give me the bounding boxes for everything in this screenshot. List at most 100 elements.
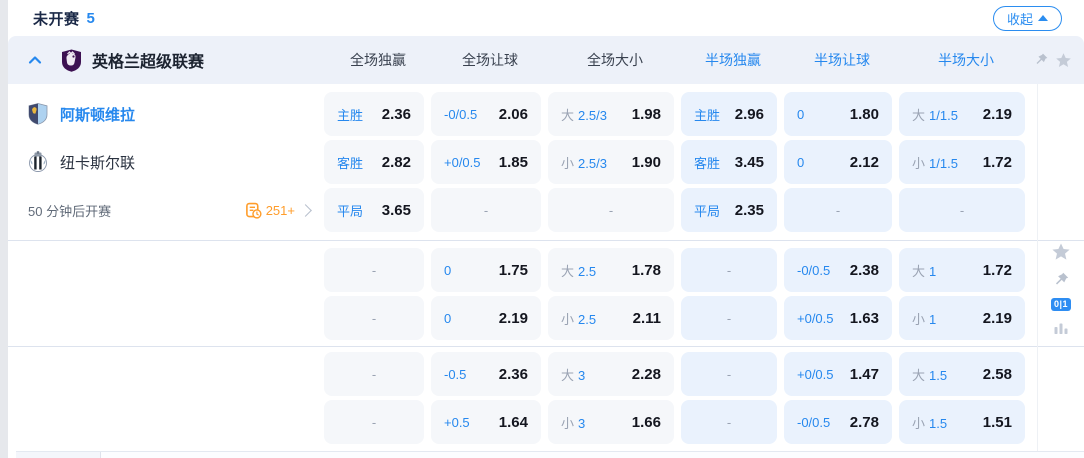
odds-cell[interactable]: +0/0.5 1.85	[431, 140, 541, 184]
collapse-button[interactable]: 收起	[992, 5, 1062, 31]
group-divider	[8, 346, 1084, 347]
odds-cell[interactable]: +0.5 1.64	[431, 400, 541, 444]
next-section-preview	[16, 451, 1084, 458]
odds-cell[interactable]: 0 2.19	[431, 296, 541, 340]
odds-cell-empty[interactable]: -	[784, 188, 892, 232]
odds-cell[interactable]: 小 2.5/3 1.90	[548, 140, 674, 184]
away-team-row: 纽卡斯尔联 客胜 2.82 +0/0.5 1.85 小 2.5/3 1.90 客胜 3.45 0 2…	[8, 140, 1084, 184]
market-column-headers: 全场独赢 全场让球 全场大小 半场独赢 半场让球 半场大小	[328, 50, 1029, 70]
odds-cell-empty[interactable]: -	[548, 188, 674, 232]
odds-cell-empty[interactable]: -	[324, 352, 424, 396]
score-badge[interactable]: 0|1	[1050, 298, 1072, 311]
triangle-up-icon	[1038, 15, 1048, 21]
pin-match-icon[interactable]	[1052, 271, 1070, 289]
column-header-fulltime-handicap[interactable]: 全场让球	[462, 52, 518, 68]
draw-row: 50 分钟后开赛 251+ 平局 3.65- - 平局 2.35- -	[8, 188, 1084, 232]
odds-cell-empty[interactable]: -	[324, 248, 424, 292]
markets-list-clock-icon	[245, 202, 262, 219]
odds-cell[interactable]: 主胜 2.96	[681, 92, 777, 136]
odds-row: - +0.5 1.64 小 3 1.66- -0/0.5 2.78 小 1.5 1.51	[8, 400, 1084, 444]
favorite-star-icon[interactable]	[1051, 242, 1071, 262]
odds-cell[interactable]: 大 3 2.28	[548, 352, 674, 396]
odds-cell[interactable]: 大 2.5/3 1.98	[548, 92, 674, 136]
section-topbar: 未开赛 5 收起	[8, 0, 1084, 36]
league-name: 英格兰超级联赛	[92, 54, 205, 71]
odds-cells: - +0.5 1.64 小 3 1.66- -0/0.5 2.78 小 1.5 1.51	[324, 400, 1025, 444]
column-header-fulltime-1x2[interactable]: 全场独赢	[350, 52, 406, 68]
odds-cell[interactable]: 平局 2.35	[681, 188, 777, 232]
odds-cell-empty[interactable]: -	[324, 400, 424, 444]
odds-cell[interactable]: -0.5 2.36	[431, 352, 541, 396]
more-markets-link[interactable]: 251+	[245, 202, 312, 219]
odds-cell[interactable]: 客胜 2.82	[324, 140, 424, 184]
page-left-edge	[0, 0, 8, 458]
odds-cells: -0 1.75 大 2.5 1.78- -0/0.5 2.38 大 1 1.72	[324, 248, 1025, 292]
odds-cell[interactable]: -0/0.5 2.38	[784, 248, 892, 292]
home-team-name[interactable]: 阿斯顿维拉	[60, 106, 136, 124]
odds-cell[interactable]: +0/0.5 1.47	[784, 352, 892, 396]
odds-cell[interactable]: 小 1/1.5 1.72	[899, 140, 1025, 184]
column-header-halftime-handicap[interactable]: 半场让球	[814, 52, 870, 68]
league-header-row: 英格兰超级联赛 全场独赢 全场让球 全场大小 半场独赢 半场让球 半场大小	[8, 36, 1084, 84]
odds-cell[interactable]: 0 2.12	[784, 140, 892, 184]
stats-bar-chart-icon[interactable]	[1053, 320, 1069, 336]
odds-cell-empty[interactable]: -	[681, 248, 777, 292]
next-section-left-block	[16, 452, 101, 458]
start-time-text: 50 分钟后开赛	[28, 203, 112, 219]
odds-cell[interactable]: 大 1 1.72	[899, 248, 1025, 292]
aston-villa-crest-icon	[28, 103, 48, 125]
pin-icon[interactable]	[1033, 52, 1049, 68]
away-team-name[interactable]: 纽卡斯尔联	[60, 154, 136, 172]
group-divider	[8, 240, 1084, 241]
column-header-halftime-1x2[interactable]: 半场独赢	[705, 52, 761, 68]
next-section-body	[101, 452, 1084, 458]
odds-cell[interactable]: 小 2.5 2.11	[548, 296, 674, 340]
status-filter-notstarted[interactable]: 未开赛	[33, 10, 80, 28]
odds-cell[interactable]: 0 1.75	[431, 248, 541, 292]
odds-cell[interactable]: 小 3 1.66	[548, 400, 674, 444]
notstarted-count: 5	[86, 9, 95, 27]
odds-cells: -0 2.19 小 2.5 2.11- +0/0.5 1.63 小 1 2.19	[324, 296, 1025, 340]
odds-cell-empty[interactable]: -	[324, 296, 424, 340]
odds-cell-empty[interactable]: -	[681, 400, 777, 444]
odds-cell[interactable]: 小 1.5 1.51	[899, 400, 1025, 444]
odds-cell[interactable]: 大 1.5 2.58	[899, 352, 1025, 396]
league-panel: 英格兰超级联赛 全场独赢 全场让球 全场大小 半场独赢 半场让球 半场大小	[8, 36, 1084, 458]
odds-cell[interactable]: +0/0.5 1.63	[784, 296, 892, 340]
odds-cell[interactable]: 大 1/1.5 2.19	[899, 92, 1025, 136]
odds-cell[interactable]: 平局 3.65	[324, 188, 424, 232]
odds-cell-empty[interactable]: -	[899, 188, 1025, 232]
column-header-fulltime-overunder[interactable]: 全场大小	[587, 52, 643, 68]
premier-league-logo-icon	[62, 49, 81, 72]
chevron-right-icon	[299, 203, 312, 217]
odds-cells: - -0.5 2.36 大 3 2.28- +0/0.5 1.47 大 1.5 2.58	[324, 352, 1025, 396]
draw-odds-cells: 平局 3.65- - 平局 2.35- -	[324, 188, 1025, 232]
odds-cell[interactable]: 0 1.80	[784, 92, 892, 136]
odds-cell[interactable]: 客胜 3.45	[681, 140, 777, 184]
odds-cell[interactable]: 主胜 2.36	[324, 92, 424, 136]
odds-cell[interactable]: 大 2.5 1.78	[548, 248, 674, 292]
odds-cell-empty[interactable]: -	[681, 296, 777, 340]
odds-row: -0 2.19 小 2.5 2.11- +0/0.5 1.63 小 1 2.19	[8, 296, 1084, 340]
away-team-info[interactable]: 纽卡斯尔联	[8, 151, 324, 173]
chevron-up-icon[interactable]	[28, 53, 42, 67]
home-odds-cells: 主胜 2.36 -0/0.5 2.06 大 2.5/3 1.98 主胜 2.96 0 1.80 大 1/…	[324, 92, 1025, 136]
more-markets-count: 251+	[265, 202, 295, 218]
home-team-info[interactable]: 阿斯顿维拉	[8, 103, 324, 125]
collapse-button-label: 收起	[1006, 11, 1033, 27]
odds-row: -0 1.75 大 2.5 1.78- -0/0.5 2.38 大 1 1.72	[8, 248, 1084, 292]
newcastle-crest-icon	[29, 151, 47, 172]
match-actions-rail: 0|1	[1037, 84, 1084, 452]
star-icon[interactable]	[1055, 52, 1072, 69]
odds-cell[interactable]: 小 1 2.19	[899, 296, 1025, 340]
odds-cell[interactable]: -0/0.5 2.06	[431, 92, 541, 136]
odds-cell-empty[interactable]: -	[681, 352, 777, 396]
home-team-row: 阿斯顿维拉 主胜 2.36 -0/0.5 2.06 大 2.5/3 1.98 主胜 2.96 0 1…	[8, 92, 1084, 136]
odds-rows-area: 阿斯顿维拉 主胜 2.36 -0/0.5 2.06 大 2.5/3 1.98 主胜 2.96 0 1…	[8, 84, 1084, 452]
column-header-halftime-overunder[interactable]: 半场大小	[938, 52, 994, 68]
match-start-info: 50 分钟后开赛 251+	[8, 201, 324, 220]
odds-cell[interactable]: -0/0.5 2.78	[784, 400, 892, 444]
odds-cell-empty[interactable]: -	[431, 188, 541, 232]
odds-row: - -0.5 2.36 大 3 2.28- +0/0.5 1.47 大 1.5 2.58	[8, 352, 1084, 396]
away-odds-cells: 客胜 2.82 +0/0.5 1.85 小 2.5/3 1.90 客胜 3.45 0 2.12 小 1/…	[324, 140, 1025, 184]
